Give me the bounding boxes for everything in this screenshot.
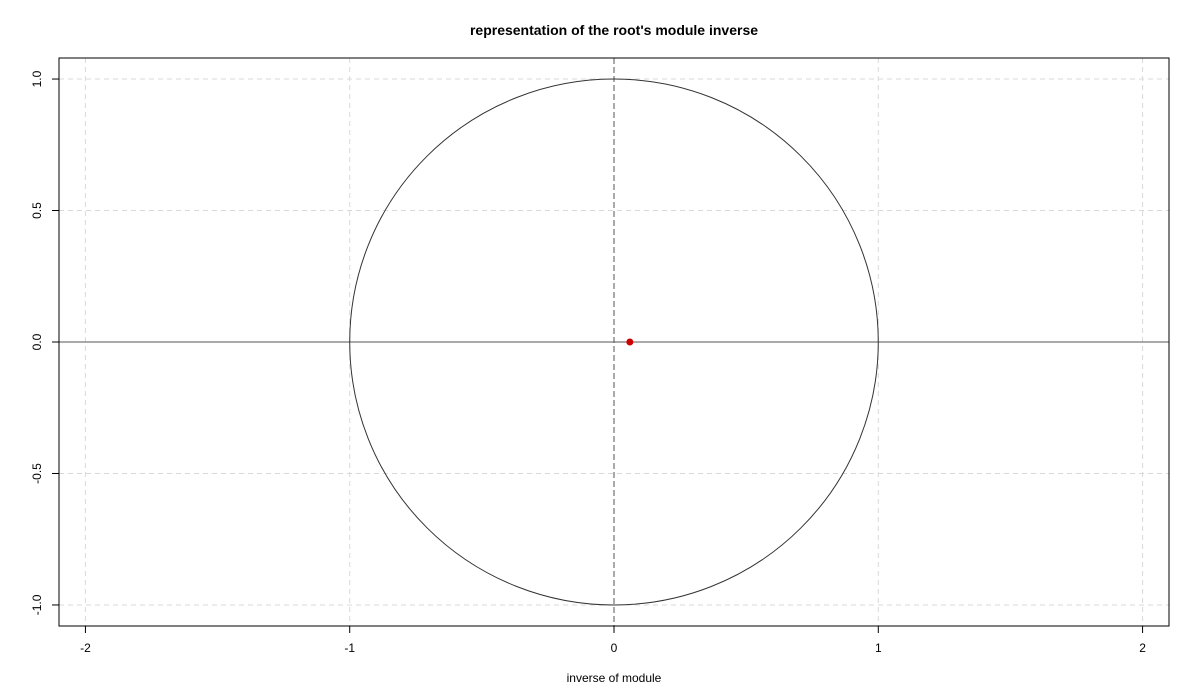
- y-tick-label-3: 0.5: [30, 202, 44, 219]
- x-tick-label-3: 1: [875, 641, 882, 655]
- data-points: [626, 338, 634, 346]
- x-tick-label-2: 0: [611, 641, 618, 655]
- y-tick-label-1: -0.5: [30, 463, 44, 484]
- unit-circle-group: [349, 78, 879, 606]
- chart-title: representation of the root's module inve…: [470, 22, 758, 38]
- x-axis-label: inverse of module: [567, 671, 662, 685]
- y-tick-label-0: -1.0: [30, 594, 44, 615]
- data-point-0: [626, 338, 634, 346]
- x-tick-label-4: 2: [1139, 641, 1146, 655]
- unit-circle: [349, 78, 879, 606]
- x-axis: -2 -1 0 1 2: [80, 626, 1146, 655]
- y-tick-label-2: 0.0: [30, 333, 44, 350]
- x-tick-label-1: -1: [344, 641, 355, 655]
- y-tick-label-4: 1.0: [30, 70, 44, 87]
- y-axis: -1.0 -0.5 0.0 0.5 1.0: [30, 70, 59, 615]
- reference-lines: [59, 58, 1169, 626]
- x-tick-label-0: -2: [80, 641, 91, 655]
